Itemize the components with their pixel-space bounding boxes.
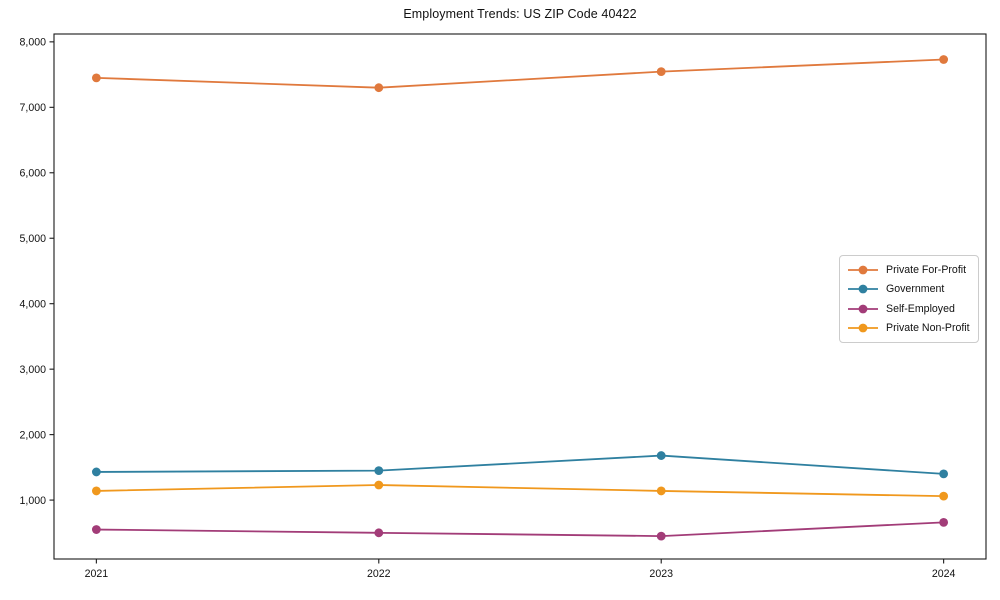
legend-label: Self-Employed [886,302,955,315]
y-axis-tick-label: 2,000 [19,429,46,441]
series-marker-government [656,451,666,460]
series-marker-government [939,469,949,479]
y-axis-tick-label: 5,000 [19,233,46,245]
legend-label: Private For-Profit [886,263,967,276]
legend: Private For-Profit Government Self-Employe… [839,255,979,343]
series-line-government [95,454,945,475]
y-axis-tick-label: 3,000 [19,364,46,376]
x-axis-tick-label: 2021 [85,568,109,580]
plot-frame [53,33,987,560]
legend-item-private-non-profit: Private Non-Profit [847,319,972,339]
legend-label: Private Non-Profit [886,322,970,335]
series-marker-private-for-profit [91,73,101,83]
series-line-private-non-profit [95,484,945,498]
series-marker-private-for-profit [939,55,949,64]
legend-item-self-employed: Self-Employed [847,299,972,319]
series-marker-self-employed [656,531,666,541]
y-axis-tick-label: 6,000 [19,167,46,179]
legend-item-private-for-profit: Private For-Profit [847,260,972,280]
y-axis-tick-label: 4,000 [19,298,46,310]
series-marker-government [374,466,384,476]
series-line-self-employed [95,521,945,537]
series-marker-private-for-profit [374,83,384,93]
legend-line-marker-icon [848,265,878,275]
legend-line-marker-icon [848,323,878,333]
series-marker-private-for-profit [656,67,666,77]
x-axis-tick-label: 2023 [649,568,673,580]
legend-line-marker-icon [848,304,878,314]
series-marker-self-employed [91,525,101,534]
series-marker-private-non-profit [374,480,384,490]
legend-line-marker-icon [848,284,878,294]
series-marker-private-non-profit [656,486,666,496]
series-marker-self-employed [374,528,384,538]
y-axis-tick-label: 8,000 [19,37,46,49]
x-axis-tick-label: 2022 [367,568,391,580]
series-line-private-for-profit [95,58,945,89]
series-marker-private-non-profit [939,491,949,501]
legend-label: Government [886,283,945,296]
legend-item-government: Government [847,280,972,300]
y-axis-tick-label: 1,000 [19,495,46,507]
x-axis-tick-label: 2024 [932,568,956,580]
y-axis-tick-label: 7,000 [19,102,46,114]
chart-title: Employment Trends: US ZIP Code 40422 [403,7,637,21]
series-marker-private-non-profit [91,486,101,496]
series-marker-self-employed [939,517,949,527]
series-marker-government [91,467,101,477]
